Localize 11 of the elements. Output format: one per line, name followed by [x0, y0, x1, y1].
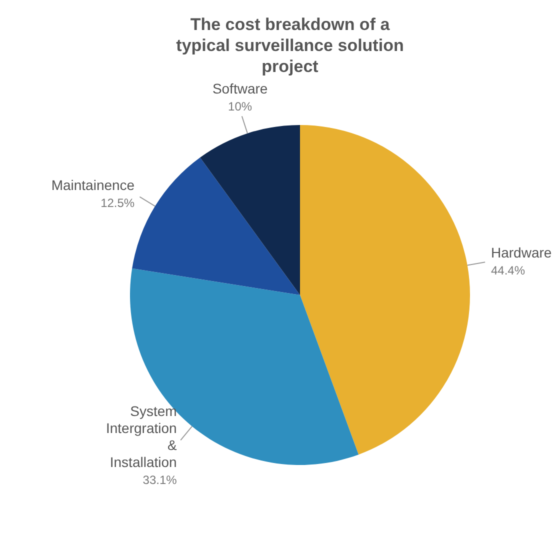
slice-label: Software: [212, 80, 268, 96]
slice-label: Maintainence: [51, 177, 135, 194]
slice-label: System Intergration & Installation: [106, 402, 178, 470]
pie-slice: [200, 125, 300, 295]
data-label: 33.1%: [142, 472, 178, 487]
slice-label: Hardware: [491, 244, 552, 261]
data-label: 10%: [228, 99, 252, 114]
data-label: 12.5%: [100, 196, 135, 210]
pie-slice: [300, 125, 470, 455]
chart-title: The cost breakdown of a typical surveillance solution project: [176, 15, 404, 76]
data-label: 44.4%: [491, 264, 526, 278]
